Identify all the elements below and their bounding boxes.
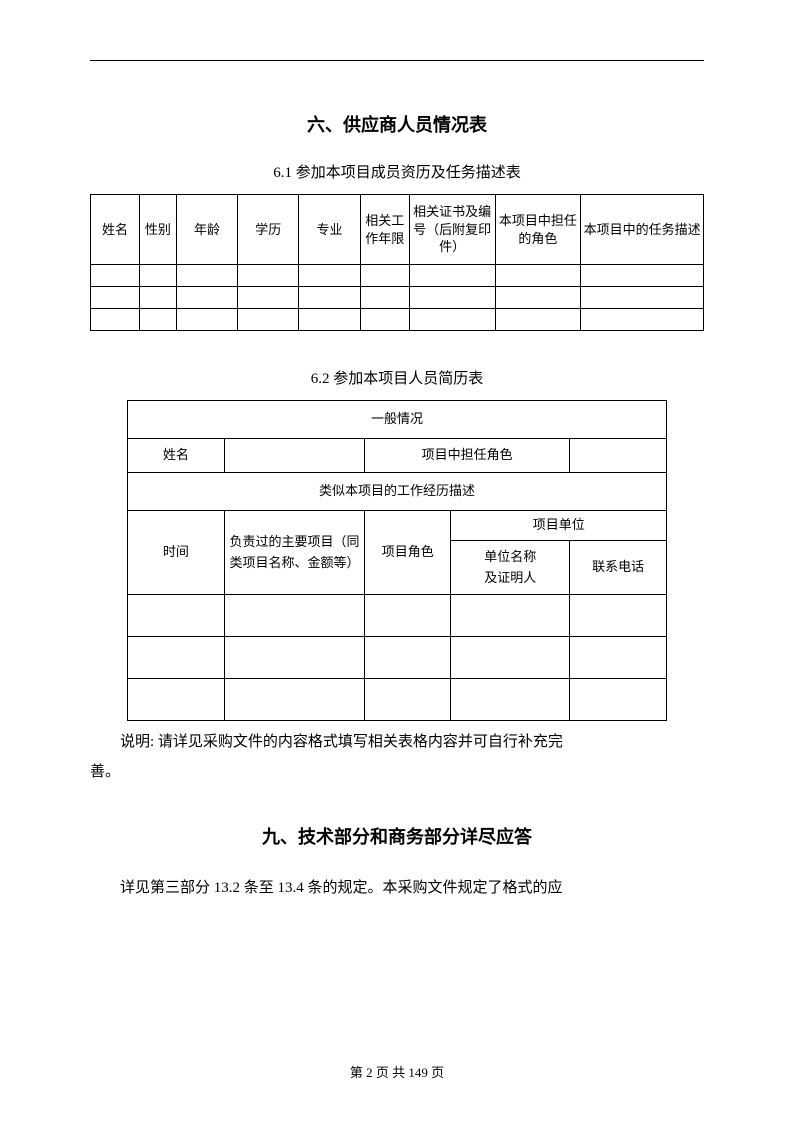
table-cell: [91, 309, 140, 331]
table-cell: [140, 265, 177, 287]
table-row: [91, 309, 704, 331]
table-cell: [224, 595, 364, 637]
table-cell: [409, 287, 495, 309]
t1-header-cell: 专业: [299, 195, 360, 265]
table-cell: [451, 679, 570, 721]
table-cell: [224, 637, 364, 679]
table-row: [127, 595, 666, 637]
t2-phone-label: 联系电话: [570, 541, 667, 595]
table-cell: [365, 595, 451, 637]
table-cell: [360, 265, 409, 287]
table-cell: [495, 287, 581, 309]
table-cell: [570, 595, 667, 637]
table-cell: [127, 679, 224, 721]
table-cell: [127, 637, 224, 679]
table-row: [91, 287, 704, 309]
table-6-1-header-row: 姓名性别年龄学历专业相关工作年限相关证书及编号（后附复印件）本项目中担任的角色本…: [91, 195, 704, 265]
subsection-6-2-title: 6.2 参加本项目人员简历表: [90, 367, 704, 388]
table-cell: [495, 265, 581, 287]
section-9-title: 九、技术部分和商务部分详尽应答: [90, 823, 704, 849]
table-cell: [299, 309, 360, 331]
table-row: [127, 637, 666, 679]
table-cell: [570, 637, 667, 679]
table-cell: [360, 309, 409, 331]
table-row: [91, 265, 704, 287]
t2-role-label: 项目中担任角色: [365, 439, 570, 473]
table-cell: [140, 287, 177, 309]
table-cell: [360, 287, 409, 309]
table-cell: [581, 265, 704, 287]
t1-header-cell: 性别: [140, 195, 177, 265]
t1-header-cell: 年龄: [176, 195, 237, 265]
note-line-2: 善。: [90, 757, 704, 787]
table-cell: [238, 265, 299, 287]
t2-unit-name-label: 单位名称及证明人: [451, 541, 570, 595]
t2-proj-label: 负责过的主要项目（同类项目名称、金额等）: [224, 511, 364, 595]
table-cell: [91, 287, 140, 309]
t2-desc-header: 类似本项目的工作经历描述: [127, 473, 666, 511]
table-cell: [238, 287, 299, 309]
table-cell: [176, 287, 237, 309]
table-cell: [409, 309, 495, 331]
table-cell: [127, 595, 224, 637]
table-cell: [581, 309, 704, 331]
t1-header-cell: 本项目中的任务描述: [581, 195, 704, 265]
table-cell: [224, 679, 364, 721]
page-footer: 第 2 页 共 149 页: [0, 1062, 794, 1081]
t2-role2-label: 项目角色: [365, 511, 451, 595]
table-row: [127, 679, 666, 721]
t2-role-value: [570, 439, 667, 473]
t2-unit-label: 项目单位: [451, 511, 667, 541]
table-cell: [451, 637, 570, 679]
t1-header-cell: 姓名: [91, 195, 140, 265]
table-cell: [176, 265, 237, 287]
note-line-1: 说明: 请详见采购文件的内容格式填写相关表格内容并可自行补充完: [90, 727, 704, 757]
table-cell: [365, 637, 451, 679]
table-cell: [140, 309, 177, 331]
table-cell: [299, 287, 360, 309]
table-6-2: 一般情况 姓名 项目中担任角色 类似本项目的工作经历描述 时间 负责过的主要项目…: [127, 400, 667, 721]
table-cell: [238, 309, 299, 331]
table-cell: [91, 265, 140, 287]
table-cell: [299, 265, 360, 287]
table-cell: [451, 595, 570, 637]
t1-header-cell: 学历: [238, 195, 299, 265]
table-cell: [581, 287, 704, 309]
table-cell: [409, 265, 495, 287]
subsection-6-1-title: 6.1 参加本项目成员资历及任务描述表: [90, 161, 704, 182]
t2-name-value: [224, 439, 364, 473]
table-cell: [176, 309, 237, 331]
table-6-1: 姓名性别年龄学历专业相关工作年限相关证书及编号（后附复印件）本项目中担任的角色本…: [90, 194, 704, 331]
t2-name-label: 姓名: [127, 439, 224, 473]
t2-general-header: 一般情况: [127, 401, 666, 439]
table-cell: [570, 679, 667, 721]
table-cell: [495, 309, 581, 331]
section-9-body: 详见第三部分 13.2 条至 13.4 条的规定。本采购文件规定了格式的应: [90, 873, 704, 903]
t1-header-cell: 相关工作年限: [360, 195, 409, 265]
t2-time-label: 时间: [127, 511, 224, 595]
header-rule: [90, 60, 704, 61]
section-6-title: 六、供应商人员情况表: [90, 111, 704, 137]
table-cell: [365, 679, 451, 721]
t1-header-cell: 相关证书及编号（后附复印件）: [409, 195, 495, 265]
t1-header-cell: 本项目中担任的角色: [495, 195, 581, 265]
